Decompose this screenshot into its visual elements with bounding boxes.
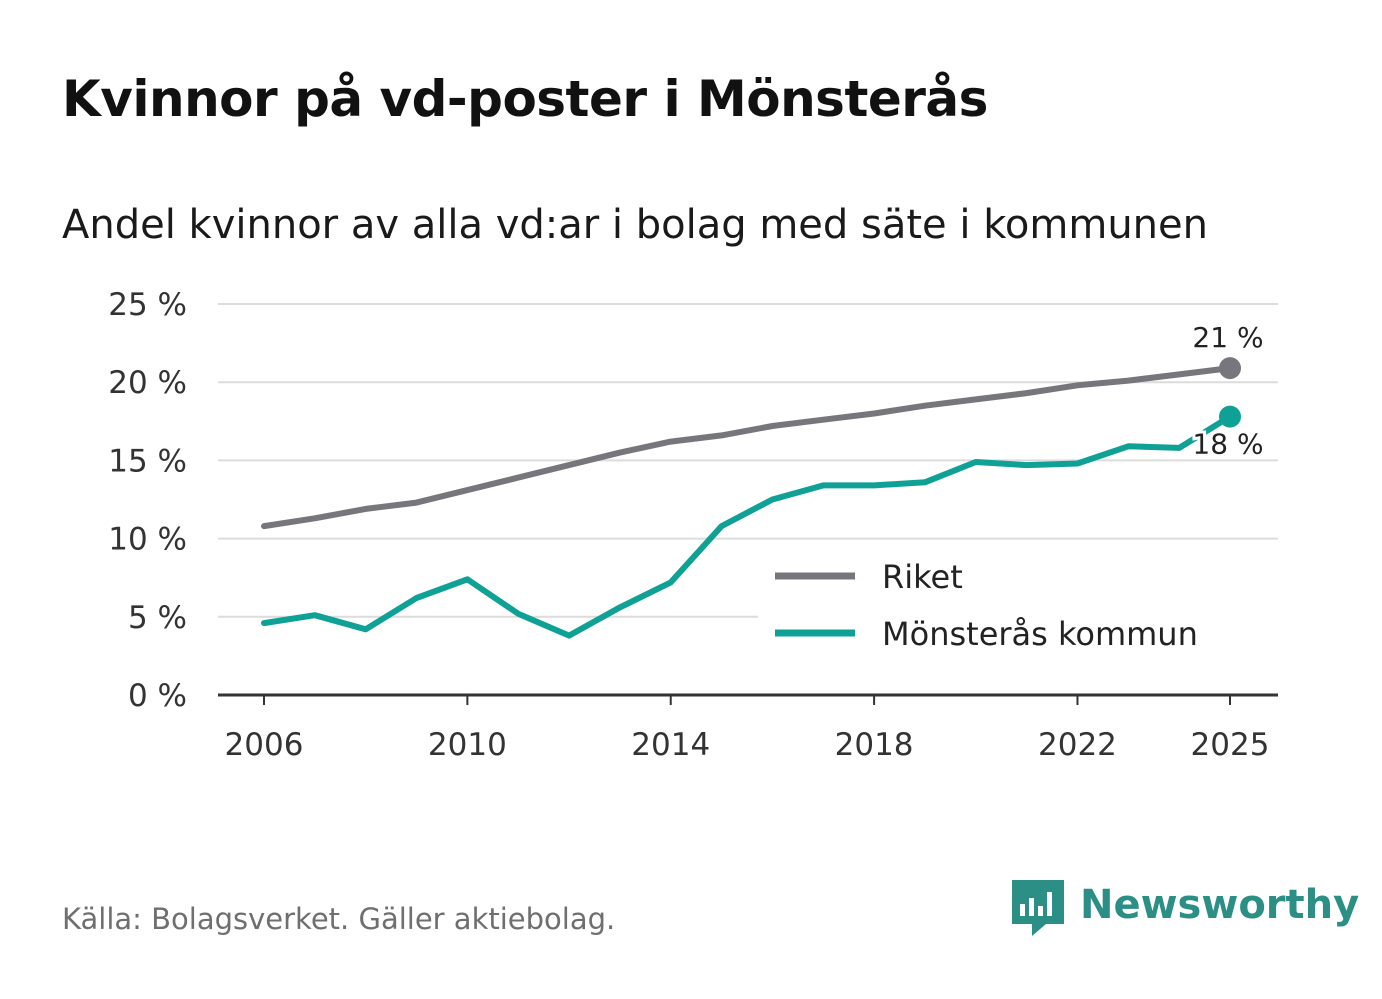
- chart-title: Kvinnor på vd-poster i Mönsterås: [62, 70, 988, 128]
- newsworthy-logo[interactable]: Newsworthy: [1010, 876, 1359, 946]
- y-tick-label: 20 %: [108, 365, 187, 401]
- x-tick-label: 2022: [1038, 727, 1117, 763]
- y-tick-label: 0 %: [128, 678, 187, 714]
- legend-label: Mönsterås kommun: [882, 615, 1198, 653]
- y-tick-label: 25 %: [108, 287, 187, 323]
- series-end-point: [1219, 405, 1241, 428]
- y-tick-label: 5 %: [128, 600, 187, 636]
- y-tick-label: 10 %: [108, 522, 187, 558]
- bar-chart-speech-icon: [1012, 880, 1064, 936]
- x-tick-label: 2025: [1191, 727, 1270, 763]
- y-tick-label: 15 %: [108, 443, 187, 479]
- end-value-label: 18 %: [1192, 428, 1263, 461]
- brand-name: Newsworthy: [1080, 882, 1360, 928]
- series-line-riket: [261, 365, 1233, 530]
- end-value-label: 21 %: [1192, 321, 1263, 354]
- series-line-monsteras: [261, 413, 1233, 639]
- chart-subtitle: Andel kvinnor av alla vd:ar i bolag med …: [62, 202, 1208, 248]
- x-tick-label: 2006: [225, 727, 304, 763]
- x-tick-label: 2010: [428, 727, 507, 763]
- legend-box: [758, 548, 1278, 660]
- x-tick-label: 2014: [631, 727, 710, 763]
- x-tick-label: 2018: [835, 727, 914, 763]
- legend-label: Riket: [882, 558, 963, 596]
- series-end-point: [1219, 357, 1241, 380]
- source-note: Källa: Bolagsverket. Gäller aktiebolag.: [62, 902, 616, 936]
